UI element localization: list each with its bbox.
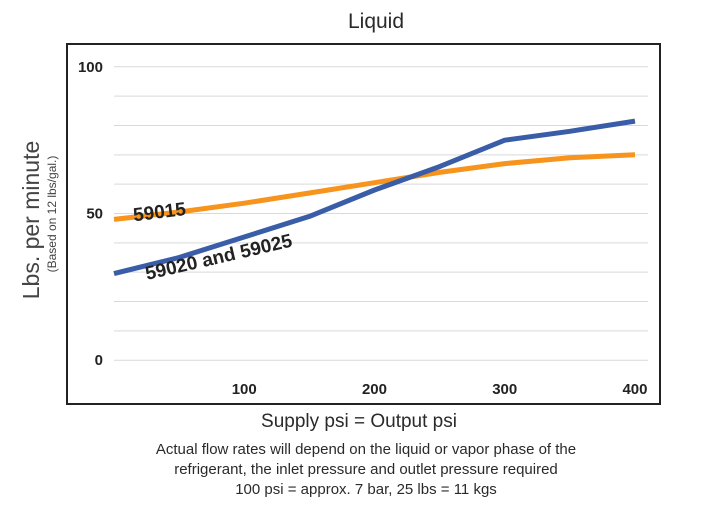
y-axis-sublabel: (Based on 12 lbs/gal.) <box>45 156 59 273</box>
y-axis-label: Lbs. per minute <box>18 141 44 300</box>
note-line-3: 100 psi = approx. 7 bar, 25 lbs = 11 kgs <box>235 481 497 498</box>
plot-frame <box>66 43 661 405</box>
chart-title: Liquid <box>348 10 404 33</box>
x-tick-label: 300 <box>492 381 517 398</box>
x-tick-label: 400 <box>622 381 647 398</box>
note-line-2: refrigerant, the inlet pressure and outl… <box>174 461 558 478</box>
y-tick-label: 0 <box>95 352 103 369</box>
gridlines <box>114 66 648 361</box>
x-tick-label: 100 <box>232 381 257 398</box>
y-tick-label: 50 <box>86 206 103 223</box>
note-line-1: Actual flow rates will depend on the liq… <box>156 441 576 458</box>
x-tick-labels: 100 200 300 400 <box>232 381 648 398</box>
x-tick-label: 200 <box>362 381 387 398</box>
series-line-59015 <box>113 152 636 222</box>
y-tick-label: 100 <box>78 59 103 76</box>
series-lines <box>113 118 636 277</box>
x-axis-label: Supply psi = Output psi <box>261 411 457 432</box>
y-tick-labels: 0 50 100 <box>78 59 103 369</box>
series-line-59020-59025 <box>113 118 636 277</box>
